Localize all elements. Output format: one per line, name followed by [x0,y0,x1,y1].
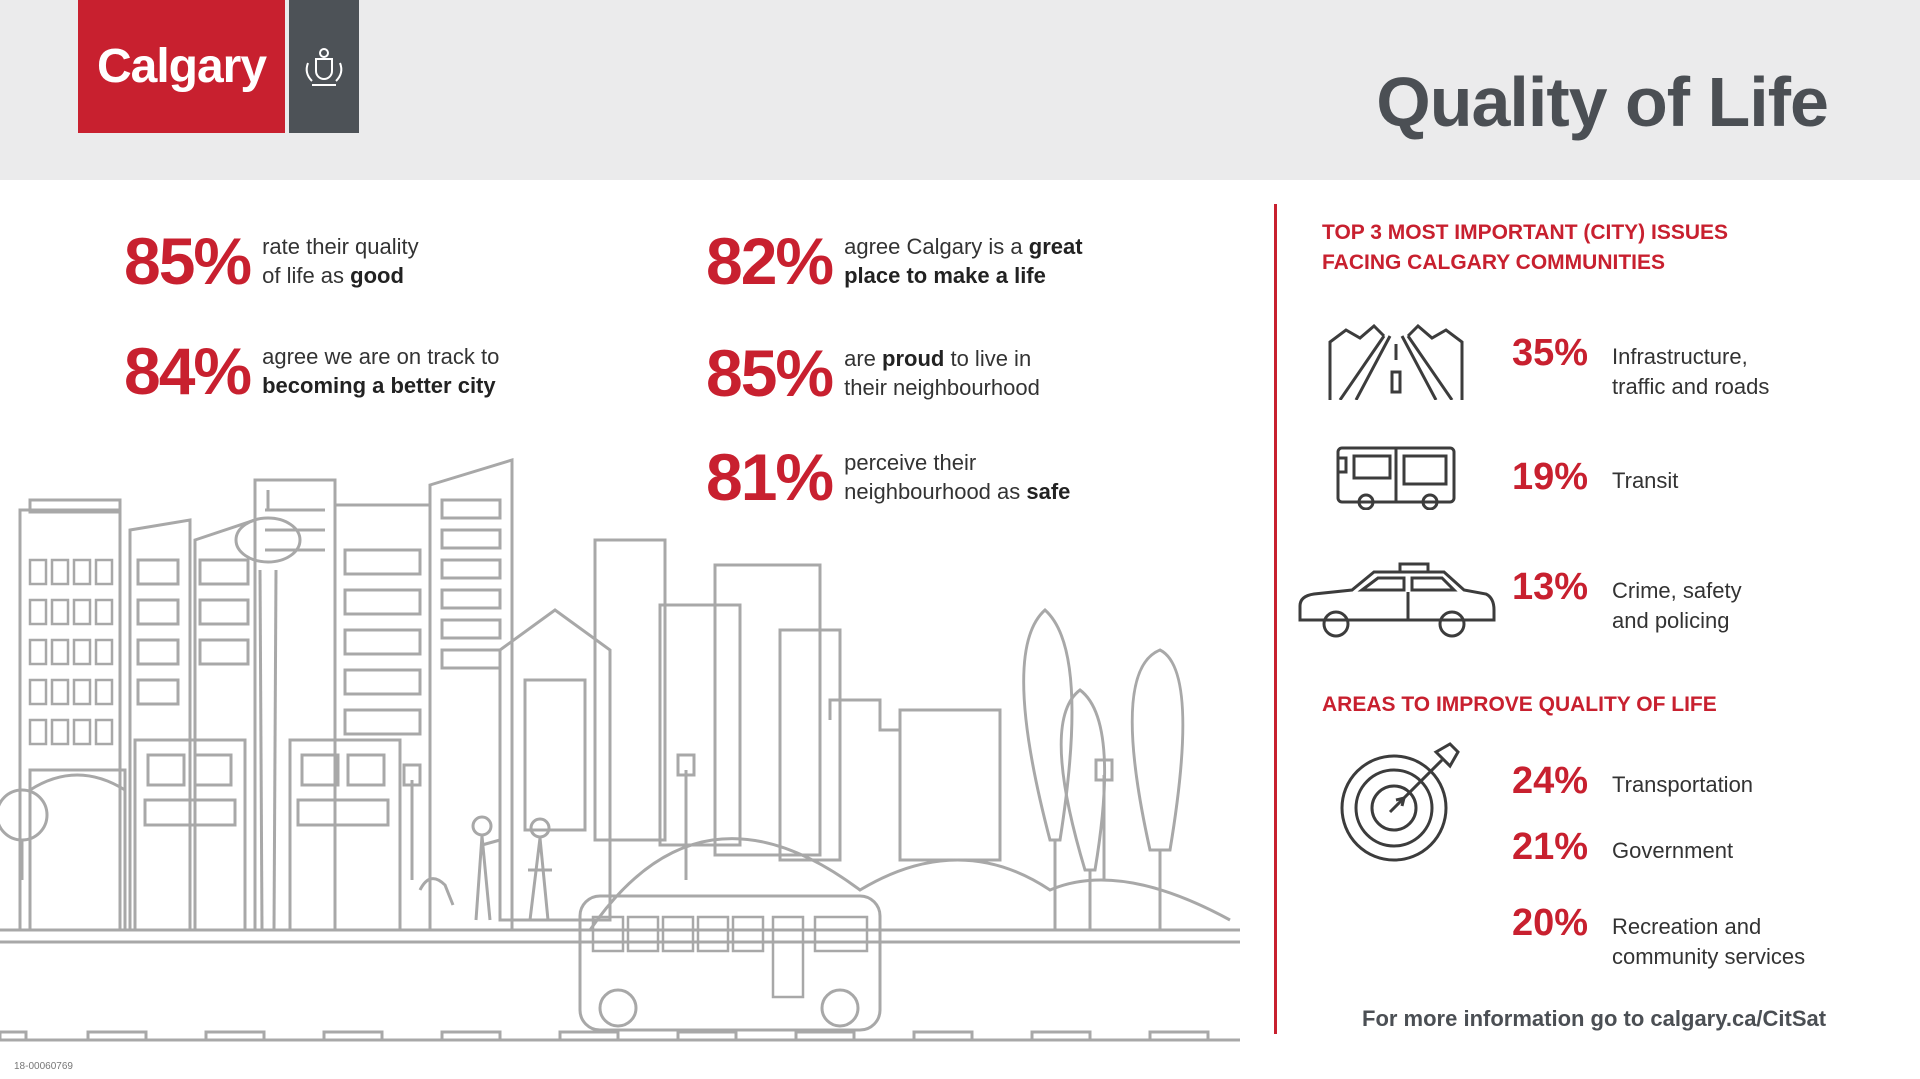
police-car-icon [1298,562,1496,638]
logo-text: Calgary [96,40,267,93]
improve-percent: 20% [1512,902,1589,944]
improve-percent: 21% [1512,826,1589,868]
section-divider [1274,204,1277,1034]
issue-crime: 13% Crime, safety and policing [1512,568,1742,636]
stat-text: rate their quality of life as good [262,234,419,288]
stat-safe-neighbourhood: 81% perceive their neighbourhood as safe [706,444,1070,510]
issue-text: Transit [1612,468,1679,493]
stat-quality-of-life: 85% rate their quality of life as good [124,228,419,294]
improve-heading: AREAS TO IMPROVE QUALITY OF LIFE [1322,693,1717,716]
improve-text: Transportation [1612,772,1754,797]
stat-percent: 84% [124,334,252,408]
stat-text: agree Calgary is a great place to make a… [844,234,1083,288]
issue-transit: 19% Transit [1512,458,1678,496]
stat-percent: 85% [706,336,834,410]
issue-infrastructure: 35% Infrastructure, traffic and roads [1512,334,1769,402]
stat-better-city: 84% agree we are on track to becoming a … [124,338,499,404]
document-code: 18-00060769 [14,1061,73,1072]
footer-link[interactable]: For more information go to calgary.ca/Ci… [1362,1006,1827,1031]
issue-percent: 13% [1512,566,1589,608]
stat-text: perceive their neighbourhood as safe [844,450,1071,504]
improve-recreation: 20% Recreation and community services [1512,904,1805,972]
bus-icon [1336,446,1456,510]
improve-percent: 24% [1512,760,1589,802]
stat-text: agree we are on track to becoming a bett… [262,344,500,398]
stat-percent: 85% [124,224,252,298]
issue-text: Crime, safety and policing [1612,578,1742,633]
city-skyline-illustration [0,457,1240,1042]
target-icon [1340,742,1460,862]
improve-text: Government [1612,838,1734,863]
stat-great-place: 82% agree Calgary is a great place to ma… [706,228,1083,294]
issue-text: Infrastructure, traffic and roads [1612,344,1770,399]
road-icon [1328,324,1464,400]
calgary-logo[interactable]: Calgary [78,0,285,133]
improve-government: 21% Government [1512,828,1733,866]
improve-text: Recreation and community services [1612,914,1806,969]
stat-percent: 81% [706,440,834,514]
stat-percent: 82% [706,224,834,298]
issue-percent: 19% [1512,456,1589,498]
page-title: Quality of Life [1376,63,1829,141]
improve-transportation: 24% Transportation [1512,762,1753,800]
coat-of-arms-icon [289,0,359,133]
issue-percent: 35% [1512,332,1589,374]
stat-text: are proud to live in their neighbourhood [844,346,1040,400]
stat-proud-neighbourhood: 85% are proud to live in their neighbour… [706,340,1040,406]
issues-heading: TOP 3 MOST IMPORTANT (CITY) ISSUES FACING… [1322,221,1729,274]
road-markings [0,1030,1210,1042]
